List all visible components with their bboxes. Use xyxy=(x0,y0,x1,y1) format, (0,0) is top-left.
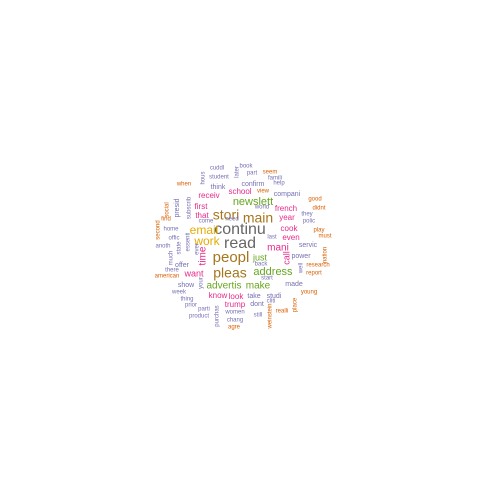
word-pleas: pleas xyxy=(213,265,246,281)
word-newslett: newslett xyxy=(233,196,273,208)
word-famili: famili xyxy=(268,176,282,182)
word-thing: thing xyxy=(180,297,193,303)
word-advertis: advertis xyxy=(206,281,241,292)
word-want: want xyxy=(183,268,204,278)
word-weinstein: weinstein xyxy=(268,303,274,329)
word-view: view xyxy=(257,189,270,195)
word-anoth: anoth xyxy=(155,244,170,250)
word-home: home xyxy=(163,227,179,233)
word-power: power xyxy=(291,253,311,260)
word-show: show xyxy=(178,282,195,289)
word-much: much xyxy=(169,251,175,266)
word-offic: offic xyxy=(169,236,180,242)
word-read: read xyxy=(224,235,256,252)
word-research: research xyxy=(306,263,329,269)
word-report: report xyxy=(306,271,322,277)
word-product: product xyxy=(189,314,209,320)
word-take: take xyxy=(247,293,260,300)
word-call: call xyxy=(281,251,291,265)
word-student: student xyxy=(209,175,229,181)
word-start: start xyxy=(261,276,273,282)
word-state: state xyxy=(177,241,183,255)
word-cook: cook xyxy=(281,224,299,233)
word-didnt: didnt xyxy=(312,206,325,212)
word-american: american xyxy=(155,274,180,280)
word-time: time xyxy=(198,246,209,265)
word-find: find xyxy=(161,217,171,223)
word-year: year xyxy=(279,213,295,222)
word-servic: servic xyxy=(299,242,318,249)
word-cuddl: cuddl xyxy=(210,166,224,172)
word-women: women xyxy=(224,310,244,316)
word-address: address xyxy=(253,266,293,278)
word-help: help xyxy=(273,181,285,187)
word-when: when xyxy=(176,182,191,188)
word-your: your xyxy=(199,277,205,289)
word-later: later xyxy=(235,166,241,178)
word-even: even xyxy=(282,233,299,242)
word-parti: parti xyxy=(198,307,210,313)
word-play: play xyxy=(313,228,324,234)
word-good: good xyxy=(308,197,321,203)
word-part: part xyxy=(247,171,258,177)
word-prior: prior xyxy=(185,303,197,309)
word-that: that xyxy=(195,211,209,220)
word-confirm: confirm xyxy=(242,181,265,188)
word-still: still xyxy=(254,313,263,319)
word-world: world xyxy=(254,205,269,211)
word-book: book xyxy=(239,164,253,170)
word-presid: presid xyxy=(174,198,181,217)
word-email: email xyxy=(190,223,219,237)
word-stori: stori xyxy=(213,207,239,223)
word-subscrib: subscrib xyxy=(187,196,193,219)
word-just: just xyxy=(252,252,268,262)
word-come: come xyxy=(199,219,214,225)
word-main: main xyxy=(243,210,273,226)
word-trump: trump xyxy=(225,300,246,309)
word-mani: mani xyxy=(267,243,289,254)
word-social: social xyxy=(165,202,171,217)
word-studi: studi xyxy=(267,293,282,300)
word-need: need xyxy=(225,217,238,223)
word-compani: compani xyxy=(274,191,301,198)
word-ever: ever xyxy=(195,243,201,255)
word-back: back xyxy=(255,262,269,268)
word-school: school xyxy=(228,187,251,196)
word-cliti: cliti xyxy=(267,299,276,305)
word-must: must xyxy=(318,234,331,240)
word-well: well xyxy=(299,263,305,274)
word-work: work xyxy=(193,234,220,248)
word-polic: polic xyxy=(303,219,315,225)
word-make: make xyxy=(246,281,271,292)
word-continu: continu xyxy=(214,221,266,238)
word-purchas: purchas xyxy=(215,305,221,326)
word-think: think xyxy=(211,184,226,191)
word-realli: realli xyxy=(276,309,289,315)
word-second: second xyxy=(156,220,162,239)
word-made: made xyxy=(285,281,303,288)
word-agre: agre xyxy=(228,325,241,331)
word-essenti: essenti xyxy=(186,232,192,251)
word-first: first xyxy=(195,202,209,211)
word-dont: dont xyxy=(250,301,264,308)
word-chang: chang xyxy=(227,318,243,324)
word-french: french xyxy=(275,204,297,213)
word-peopl: peopl xyxy=(213,249,250,266)
word-week: week xyxy=(171,290,187,296)
word-receiv: receiv xyxy=(198,191,219,200)
word-nation: nation xyxy=(323,247,329,263)
word-there: there xyxy=(165,268,179,274)
word-hous: hous xyxy=(201,171,207,184)
word-seem: seem xyxy=(263,170,278,176)
word-know: know xyxy=(209,291,228,300)
word-place: place xyxy=(293,297,299,312)
word-young: young xyxy=(301,290,317,296)
word-look: look xyxy=(229,292,245,301)
word-offer: offer xyxy=(175,262,190,269)
word-last: last xyxy=(267,235,277,241)
word-they: they xyxy=(301,212,312,218)
